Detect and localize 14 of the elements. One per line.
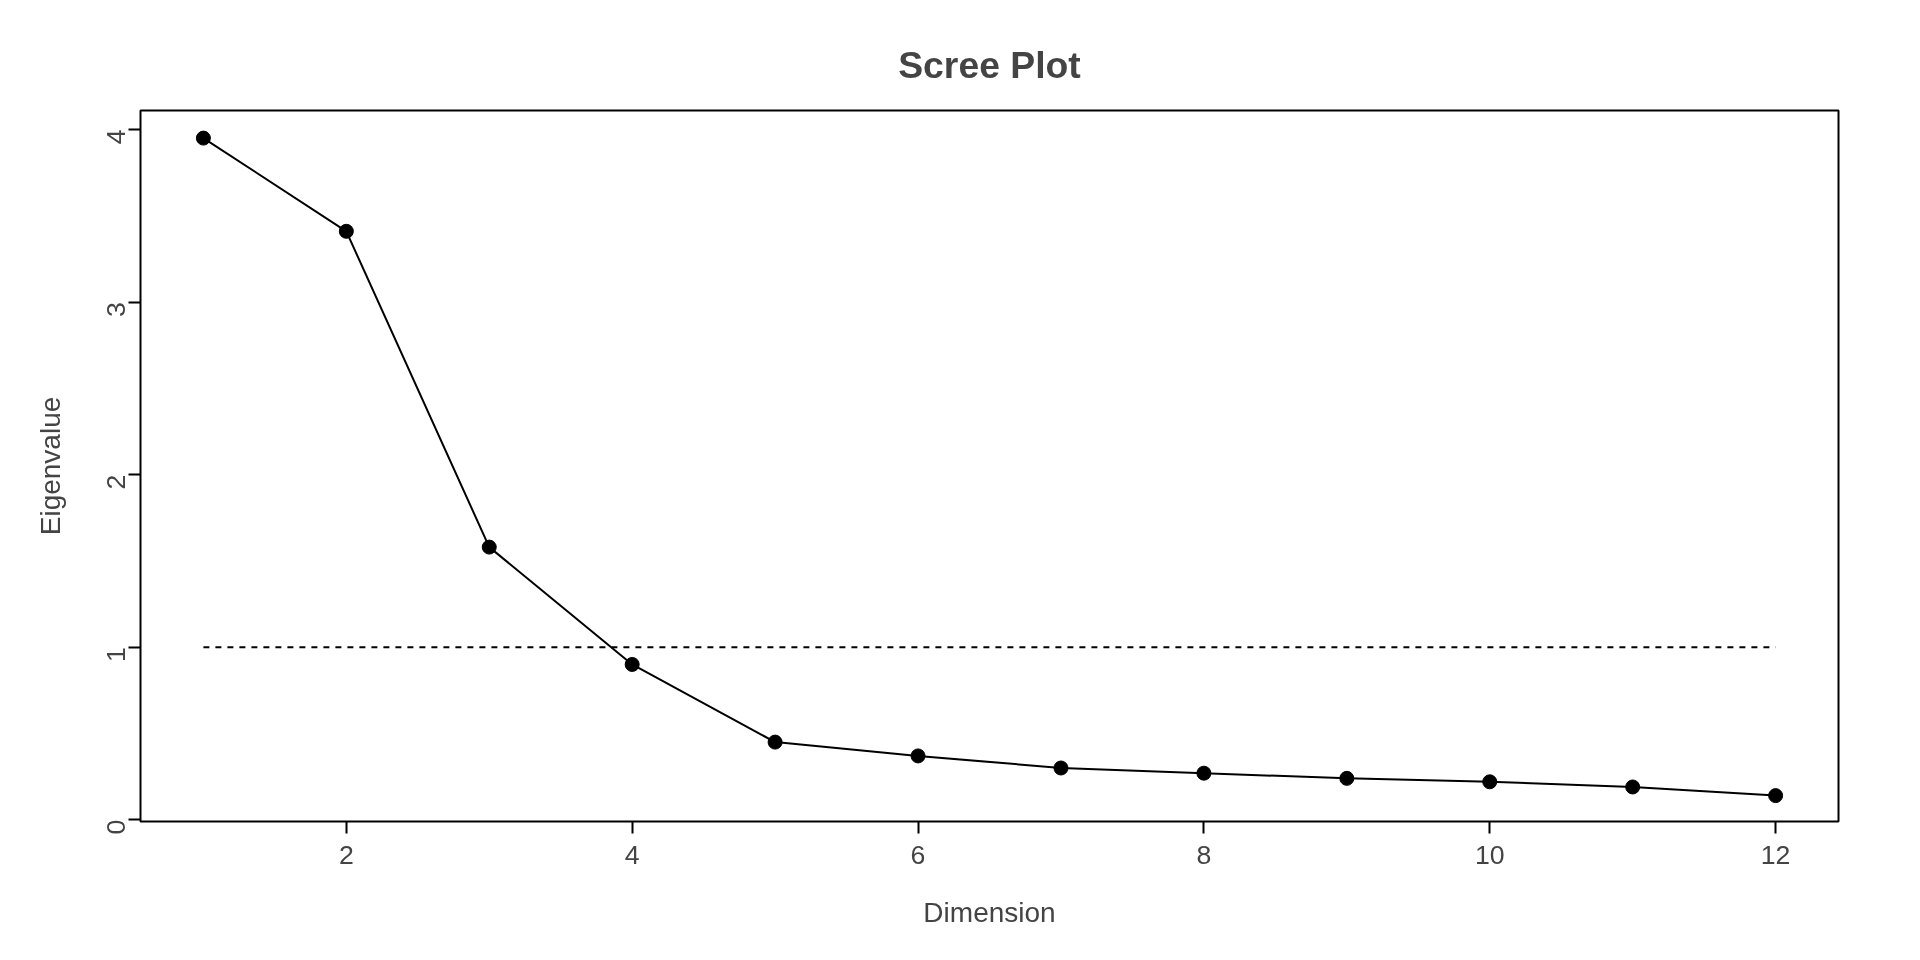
- x-tick-label: 8: [1196, 839, 1212, 870]
- y-tick-label: 2: [101, 474, 132, 490]
- y-axis-title: Eigenvalue: [34, 396, 66, 536]
- x-axis-title: Dimension: [923, 896, 1056, 928]
- chart-title: Scree Plot: [898, 43, 1081, 86]
- x-tick-label: 6: [910, 839, 926, 870]
- x-tick-label: 12: [1760, 839, 1791, 870]
- y-tick-label: 1: [101, 647, 132, 663]
- x-tick-label: 10: [1474, 839, 1505, 870]
- y-tick-label: 0: [101, 819, 132, 835]
- y-tick-label: 4: [101, 129, 132, 145]
- x-tick-label: 2: [338, 839, 354, 870]
- y-tick-label: 3: [101, 302, 132, 317]
- x-tick-label: 4: [624, 839, 640, 870]
